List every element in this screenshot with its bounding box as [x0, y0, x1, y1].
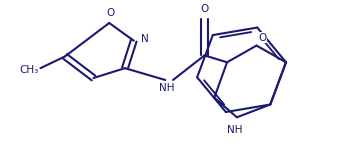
Text: NH: NH: [159, 83, 175, 93]
Text: N: N: [141, 34, 149, 44]
Text: O: O: [258, 33, 267, 43]
Text: O: O: [200, 4, 209, 14]
Text: CH₃: CH₃: [19, 65, 38, 75]
Text: O: O: [106, 8, 114, 18]
Text: NH: NH: [227, 125, 243, 135]
